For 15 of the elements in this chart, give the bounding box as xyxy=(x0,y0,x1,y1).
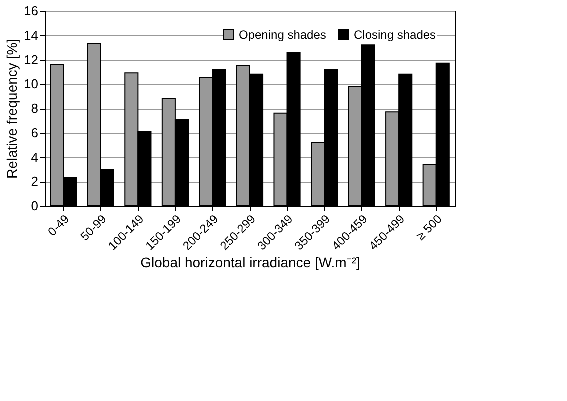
x-tick-label: ≥ 500 xyxy=(414,212,446,244)
y-tick-label: 8 xyxy=(31,101,38,116)
x-tick-label: 0-49 xyxy=(45,212,72,239)
legend-label: Opening shades xyxy=(239,28,326,42)
y-axis-title: Relative frequency [%] xyxy=(4,38,20,180)
legend-label: Closing shades xyxy=(354,28,436,42)
y-tick-label: 6 xyxy=(31,125,38,140)
y-tick-label: 16 xyxy=(24,4,38,18)
y-tick-label: 2 xyxy=(31,174,38,190)
y-tick-label: 10 xyxy=(24,76,38,92)
y-tick-label: 14 xyxy=(24,28,38,43)
y-tick-label: 4 xyxy=(31,150,38,165)
y-tick-label: 0 xyxy=(31,198,38,214)
y-tick-label: 12 xyxy=(24,52,38,68)
x-axis-title: Global horizontal irradiance [W.m⁻²] xyxy=(140,254,360,270)
